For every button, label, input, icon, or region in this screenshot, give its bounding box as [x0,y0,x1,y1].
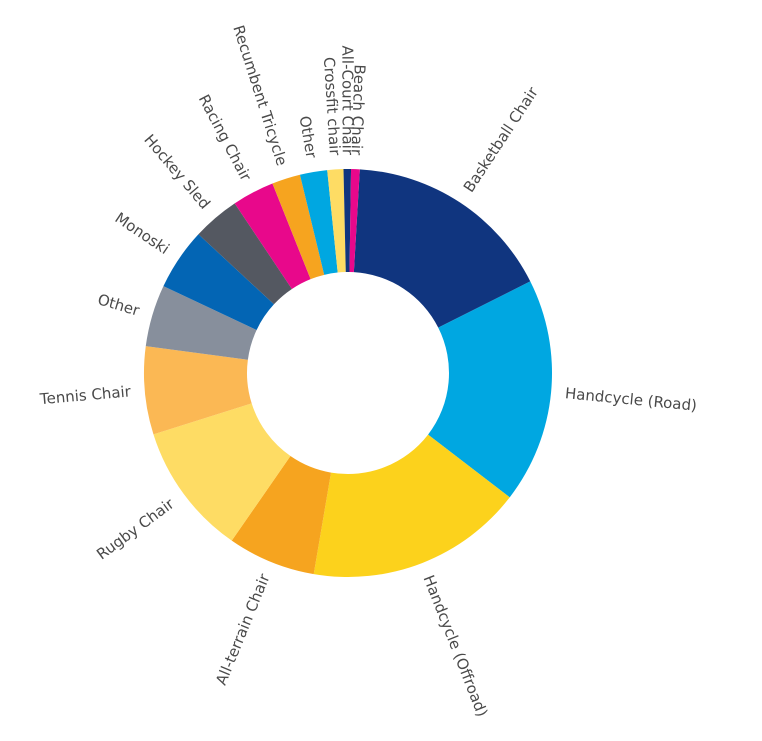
slice-label: Other [296,115,321,161]
slice-rugby-chair-4 [153,403,291,541]
slice-hockey-sled-8 [198,203,292,305]
slice-label: Handcycle (Offroad) [420,573,492,720]
slice-other-6 [145,286,257,360]
slice-label: Hockey Sled [140,131,213,213]
slice-other-11 [299,170,338,275]
slice-label: Handcycle (Road) [564,384,698,414]
slice-handcycle-road-1 [428,281,552,498]
slice-label: Other [96,290,143,320]
slice-monoski-7 [163,234,274,330]
slice-label: Racing Chair [195,92,256,185]
slice-tennis-chair-5 [144,346,252,435]
slice-label: All-Court Chair [338,45,356,155]
slice-all-terrain-chair-3 [231,456,332,575]
slice-label: Beach Chair [347,64,368,156]
slice-label: Rugby Chair [93,494,178,563]
slice-basketball-chair-0 [353,169,531,328]
slice-beach-chair-14 [349,169,360,273]
slice-all-court-chair-13 [343,169,352,273]
slice-labels: Basketball Chair Handcycle (Road) Handcycl… [38,23,697,719]
slice-label: Monoski [112,209,173,258]
slice-label: Tennis Chair [38,382,132,408]
slice-label: All-terrain Chair [212,570,274,687]
slice-racing-chair-9 [234,183,311,290]
slice-handcycle-offroad-2 [313,434,510,577]
slice-recumbent-tricycle-10 [272,174,325,280]
donut-slices [144,169,552,577]
slice-crossfit-chair-12 [327,169,346,273]
slice-label: Basketball Chair [460,83,542,195]
